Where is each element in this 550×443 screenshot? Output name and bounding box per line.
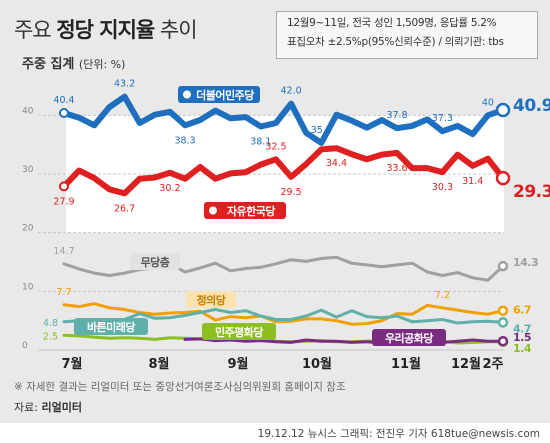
data-label: 14.7: [53, 246, 74, 257]
end-value-label: 4.7: [513, 322, 531, 335]
data-label: 35.3: [311, 125, 332, 136]
series-end-marker: [497, 305, 509, 316]
data-label: 7.7: [56, 287, 71, 298]
data-label: 31.4: [462, 176, 483, 187]
party-logo-icon: [183, 90, 191, 99]
data-label: 38.1: [250, 136, 271, 147]
party-tag-label: 더불어민주당: [196, 88, 254, 102]
data-label: 27.9: [53, 196, 74, 207]
party-tag-bg: [186, 291, 236, 308]
chart-subtitle: 주중 집계 (단위: %): [22, 57, 126, 72]
data-label: 42.0: [280, 86, 301, 97]
end-value-label: 1.4: [513, 342, 532, 355]
party-tag-label: 무당층: [141, 255, 170, 269]
party-tag-bg: [202, 323, 276, 340]
party-tag-dem: 더불어민주당: [178, 86, 260, 103]
party-tag-label: 자유한국당: [227, 204, 275, 218]
party-tag-label: 바른미래당: [87, 320, 135, 334]
party-tag-none: 무당층: [130, 253, 180, 270]
data-label: 2.5: [43, 331, 58, 342]
data-label: 37.8: [386, 110, 407, 121]
series-end-marker: [497, 260, 509, 272]
end-value-label: 1.5: [513, 331, 531, 344]
end-value-label: 6.7: [513, 304, 531, 317]
data-label: 29.5: [280, 187, 301, 198]
party-tag-woori: 우리공화당: [372, 329, 446, 346]
series-end-marker: [497, 335, 509, 347]
party-tag-bg: [204, 202, 286, 219]
data-label: 37.3: [432, 113, 453, 124]
party-tag-bg: [74, 318, 148, 335]
y-tick-label: 10: [22, 282, 34, 292]
x-tick-label: 2주: [482, 357, 503, 372]
party-tag-lkp: 자유한국당: [204, 202, 286, 219]
x-tick-label: 10월: [302, 356, 332, 372]
series-start-marker: [59, 181, 69, 192]
party-tag-justice: 정의당: [186, 291, 236, 308]
party-tag-bareun: 바른미래당: [74, 318, 148, 335]
data-label: 4.8: [43, 318, 58, 329]
party-tag-bg: [178, 86, 260, 103]
footnote: ※ 자세한 결과는 리얼미터 또는 중앙선거여론조사심의위원회 홈페이지 참조: [14, 381, 346, 393]
data-label: 30.3: [432, 182, 453, 193]
data-label: 33.6: [386, 163, 407, 174]
party-tag-label: 민주평화당: [215, 325, 263, 339]
series-line-lkp: [61, 145, 506, 197]
series-line-justice: [62, 302, 505, 326]
x-tick-label: 8월: [148, 356, 169, 372]
party-logo-icon: [209, 206, 217, 215]
party-tag-bg: [372, 329, 446, 346]
x-tick-label: 9월: [227, 356, 248, 372]
data-label: 43.2: [114, 79, 135, 90]
data-label: 40: [482, 97, 494, 108]
series-line-woori: [183, 337, 505, 345]
series-start-marker: [59, 107, 69, 118]
series-end-marker: [495, 170, 511, 186]
survey-info-box: 12월9~11일, 전국 성인 1,509명, 응답률 5.2% 표집오차 ±2…: [276, 11, 538, 59]
end-value-label: 14.3: [513, 256, 538, 269]
survey-info-line: 표집오차 ±2.5%p(95%신뢰수준) / 의뢰기관: tbs: [287, 36, 504, 48]
x-tick-label: 11월: [391, 356, 421, 372]
survey-info-line: 12월9~11일, 전국 성인 1,509명, 응답률 5.2%: [287, 17, 497, 29]
series-end-marker: [495, 102, 511, 118]
y-tick-label: 40: [22, 106, 34, 116]
x-tick-label: 7월: [61, 356, 82, 372]
data-label: 30.2: [159, 183, 180, 194]
credit-bar: [0, 423, 550, 443]
data-label: 32.5: [265, 141, 286, 152]
party-tag-label: 우리공화당: [385, 331, 433, 345]
data-label: 38.3: [175, 135, 196, 146]
end-value-label: 40.9: [513, 96, 550, 116]
data-label: 7.2: [435, 290, 450, 301]
y-tick-label: 20: [22, 224, 34, 234]
end-value-label: 29.3: [513, 182, 550, 202]
series-line-dem: [61, 93, 506, 146]
series-line-none: [62, 255, 505, 282]
x-tick-label: 12월: [451, 356, 481, 372]
data-label: 26.7: [114, 203, 135, 214]
data-label: 40.4: [53, 95, 74, 106]
party-tag-minpyeong: 민주평화당: [202, 323, 276, 340]
series-line-bareun: [62, 308, 505, 327]
graphic-credit: 19.12.12 뉴시스 그래픽: 전진우 기자 618tue@newsis.c…: [257, 428, 540, 440]
data-label: 34.4: [326, 158, 347, 169]
party-tag-label: 정의당: [197, 293, 226, 307]
source-credit: 자료: 리얼미터: [14, 401, 82, 414]
series-end-marker: [497, 317, 509, 328]
y-tick-label: 0: [22, 341, 28, 351]
page-title: 주요 정당 지지율 추이: [14, 18, 198, 42]
y-tick-label: 30: [22, 165, 34, 175]
party-tag-bg: [130, 253, 180, 270]
